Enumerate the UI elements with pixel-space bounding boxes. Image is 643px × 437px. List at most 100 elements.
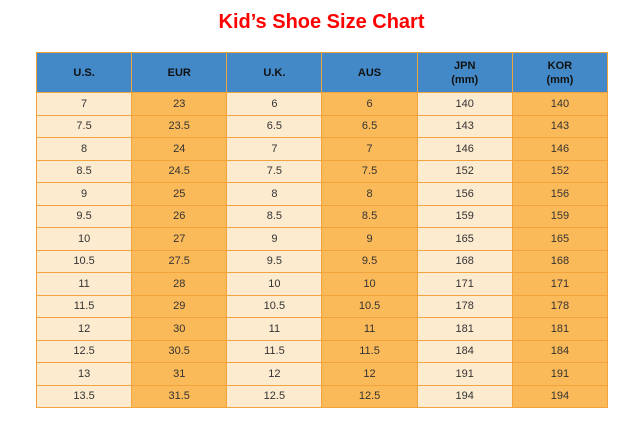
table-cell: 12 [35,317,133,341]
table-cell: 6.5 [226,114,323,138]
table-cell: 30.5 [131,339,228,363]
table-cell: 7 [35,92,133,116]
table-cell: 12 [321,362,418,386]
table-cell: 11 [321,317,418,341]
table-cell: 8.5 [35,159,133,183]
table-row: 12 30 11 11 181 181 [35,317,609,341]
table-cell: 24.5 [131,159,228,183]
table-cell: 13.5 [35,384,133,408]
column-header-label: U.S. [73,66,95,79]
table-cell: 146 [416,137,513,161]
table-cell: 24 [131,137,228,161]
table-cell: 10 [226,272,323,296]
page-title: Kid’s Shoe Size Chart [218,11,425,33]
table-cell: 11.5 [226,339,323,363]
table-cell: 171 [511,272,609,296]
column-header-us: U.S. [35,52,133,93]
table-cell: 10 [35,227,133,251]
table-row: 13.5 31.5 12.5 12.5 194 194 [35,384,609,408]
table-cell: 8 [35,137,133,161]
table-cell: 156 [416,182,513,206]
table-row: 10 27 9 9 165 165 [35,227,609,251]
table-cell: 12 [226,362,323,386]
table-cell: 12.5 [321,384,418,408]
table-cell: 181 [416,317,513,341]
table-row: 13 31 12 12 191 191 [35,362,609,386]
table-cell: 143 [416,114,513,138]
table-cell: 165 [511,227,609,251]
table-cell: 159 [416,204,513,228]
table-cell: 143 [511,114,609,138]
table-cell: 26 [131,204,228,228]
table-cell: 194 [511,384,609,408]
table-cell: 11 [35,272,133,296]
table-cell: 9.5 [321,249,418,273]
table-row: 9 25 8 8 156 156 [35,182,609,206]
table-row: 8 24 7 7 146 146 [35,137,609,161]
table-cell: 31.5 [131,384,228,408]
table-cell: 28 [131,272,228,296]
table-cell: 12.5 [35,339,133,363]
table-row: 8.5 24.5 7.5 7.5 152 152 [35,159,609,183]
table-cell: 11.5 [321,339,418,363]
table-cell: 7 [321,137,418,161]
table-cell: 7.5 [226,159,323,183]
table-row: 7 23 6 6 140 140 [35,92,609,116]
table-row: 7.5 23.5 6.5 6.5 143 143 [35,114,609,138]
table-cell: 191 [416,362,513,386]
table-cell: 11 [226,317,323,341]
table-header-row: U.S. EUR U.K. AUS JPN (mm) KOR (mm) [35,52,609,93]
column-header-label: U.K. [263,66,286,79]
table-cell: 27 [131,227,228,251]
table-cell: 9 [226,227,323,251]
table-cell: 31 [131,362,228,386]
table-cell: 152 [416,159,513,183]
table-cell: 140 [416,92,513,116]
column-header-label: KOR [547,59,573,72]
table-cell: 29 [131,294,228,318]
table-cell: 7.5 [321,159,418,183]
column-header-label: EUR [167,66,191,79]
table-cell: 6.5 [321,114,418,138]
table-cell: 9.5 [226,249,323,273]
column-header-kor: KOR (mm) [511,52,609,93]
table-cell: 6 [321,92,418,116]
table-cell: 6 [226,92,323,116]
table-header: U.S. EUR U.K. AUS JPN (mm) KOR (mm) [35,52,609,93]
table-cell: 9 [321,227,418,251]
table-cell: 23 [131,92,228,116]
table-cell: 10 [321,272,418,296]
table-row: 10.5 27.5 9.5 9.5 168 168 [35,249,609,273]
table-cell: 184 [416,339,513,363]
table-cell: 8.5 [321,204,418,228]
table-cell: 171 [416,272,513,296]
table-cell: 194 [416,384,513,408]
table-cell: 7.5 [35,114,133,138]
table-cell: 168 [511,249,609,273]
column-header-label: JPN [454,59,476,72]
table-cell: 10.5 [35,249,133,273]
table-cell: 191 [511,362,609,386]
table-cell: 159 [511,204,609,228]
column-header-uk: U.K. [226,52,323,93]
table-cell: 23.5 [131,114,228,138]
column-header-eur: EUR [131,52,228,93]
table-cell: 10.5 [321,294,418,318]
table-cell: 184 [511,339,609,363]
column-header-sub: (mm) [451,73,479,86]
table-cell: 152 [511,159,609,183]
table-cell: 178 [511,294,609,318]
table-row: 12.5 30.5 11.5 11.5 184 184 [35,339,609,363]
table-row: 9.5 26 8.5 8.5 159 159 [35,204,609,228]
table-cell: 156 [511,182,609,206]
table-cell: 146 [511,137,609,161]
table-cell: 140 [511,92,609,116]
table-cell: 178 [416,294,513,318]
table-cell: 9 [35,182,133,206]
table-row: 11 28 10 10 171 171 [35,272,609,296]
table-cell: 8.5 [226,204,323,228]
table-cell: 25 [131,182,228,206]
column-header-sub: (mm) [546,73,574,86]
table-body: 7 23 6 6 140 140 7.5 23.5 6.5 6.5 143 143 8 24 7 7 146 14… [35,92,609,408]
table-cell: 165 [416,227,513,251]
